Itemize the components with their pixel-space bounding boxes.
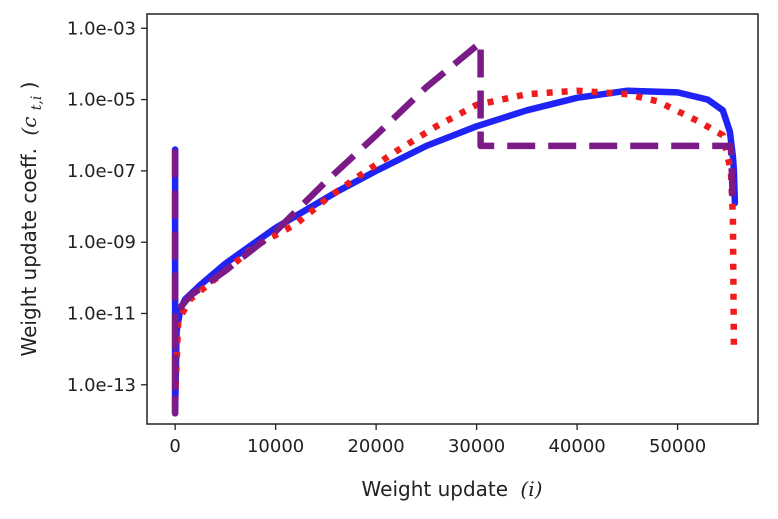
y-axis-ticks: 1.0e-03 1.0e-05 1.0e-07 1.0e-09 1.0e-11 1.0e-…: [67, 18, 147, 396]
y-axis-label-text: Weight update coeff.: [17, 148, 41, 357]
y-axis-label-subscript: t,i: [29, 96, 45, 111]
y-tick-label: 1.0e-07: [67, 161, 136, 182]
series-solid-line: [171, 87, 739, 417]
series-layer: [171, 39, 739, 417]
x-tick-label: 0: [169, 436, 180, 457]
x-axis-ticks: 0 10000 20000 30000 40000 50000: [169, 424, 706, 457]
x-tick-label: 20000: [347, 436, 404, 457]
y-tick-label: 1.0e-13: [67, 375, 136, 396]
y-tick-label: 1.0e-05: [67, 90, 136, 111]
plot-frame: [146, 13, 759, 425]
x-tick-label: 10000: [247, 436, 304, 457]
x-axis-label-text: Weight update: [362, 477, 509, 501]
x-tick-label: 50000: [649, 436, 706, 457]
x-axis-label: Weight update (i): [362, 477, 543, 501]
y-tick-label: 1.0e-03: [67, 18, 136, 39]
x-tick-label: 30000: [448, 436, 505, 457]
y-axis-label-close: ): [17, 81, 41, 89]
x-tick-label: 40000: [548, 436, 605, 457]
series-dashed-line: [171, 39, 737, 417]
y-axis-label: Weight update coeff. (c t,i ): [17, 81, 46, 356]
y-tick-label: 1.0e-09: [67, 232, 136, 253]
y-axis-label-symbol: (c: [17, 117, 41, 136]
y-tick-label: 1.0e-11: [67, 303, 136, 324]
series-dotted-line: [171, 87, 738, 403]
x-axis-label-symbol: (i): [520, 477, 542, 501]
